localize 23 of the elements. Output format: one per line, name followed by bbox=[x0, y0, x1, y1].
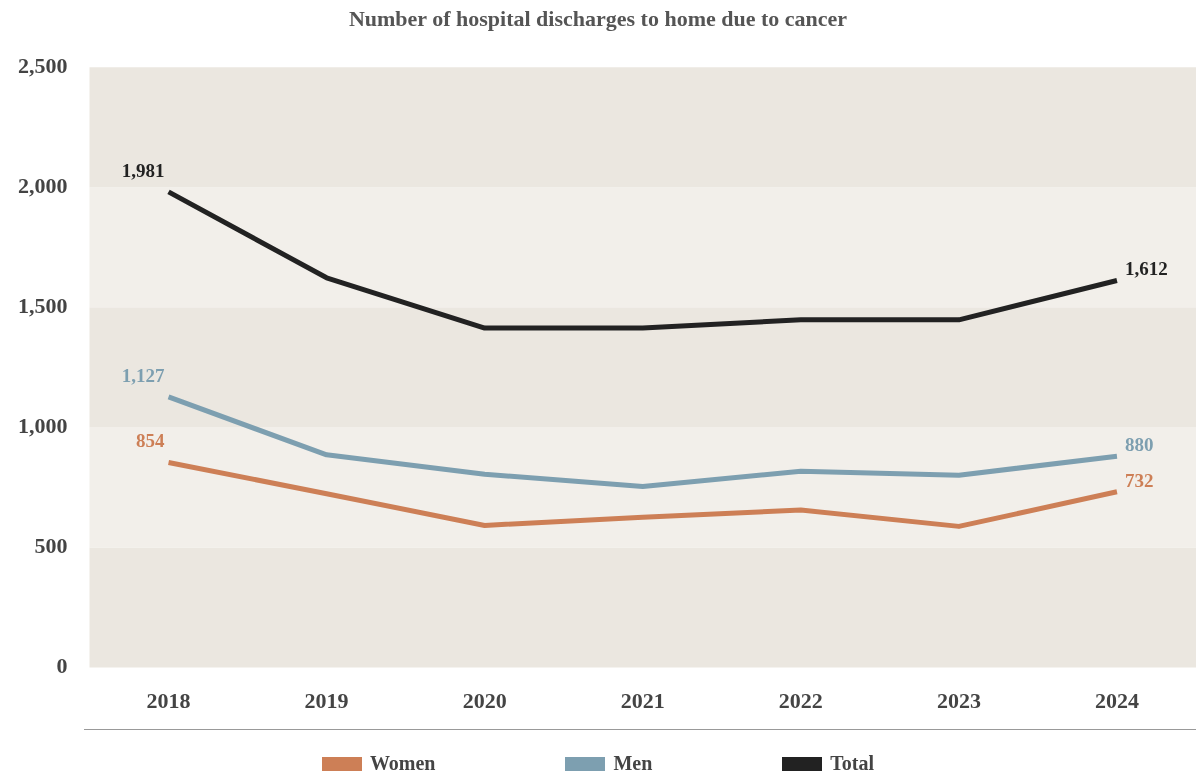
x-tick-label: 2018 bbox=[146, 688, 191, 714]
y-tick-label: 0 bbox=[56, 653, 68, 679]
data-label: 1,612 bbox=[1124, 258, 1168, 280]
legend-label: Women bbox=[369, 752, 436, 775]
legend-label: Men bbox=[613, 752, 653, 775]
x-tick-label: 2022 bbox=[778, 688, 823, 714]
y-tick-label: 1,500 bbox=[18, 293, 68, 319]
x-tick-label: 2023 bbox=[936, 688, 981, 714]
x-tick-label: 2021 bbox=[620, 688, 665, 714]
y-tick-label: 500 bbox=[34, 533, 68, 559]
y-tick-label: 1,000 bbox=[18, 413, 68, 439]
y-tick-label: 2,500 bbox=[18, 52, 68, 78]
data-label: 880 bbox=[1124, 434, 1154, 456]
x-tick-label: 2020 bbox=[462, 688, 507, 714]
x-tick-label: 2024 bbox=[1094, 688, 1139, 714]
data-label: 1,127 bbox=[121, 364, 166, 386]
legend-label: Total bbox=[830, 752, 875, 775]
x-tick-label: 2019 bbox=[304, 688, 349, 714]
data-label: 854 bbox=[136, 430, 166, 452]
chart-title: Number of hospital discharges to home due to cancer bbox=[347, 6, 849, 32]
data-label: 732 bbox=[1124, 469, 1154, 491]
data-label: 1,981 bbox=[121, 159, 165, 181]
y-tick-label: 2,000 bbox=[18, 172, 68, 198]
